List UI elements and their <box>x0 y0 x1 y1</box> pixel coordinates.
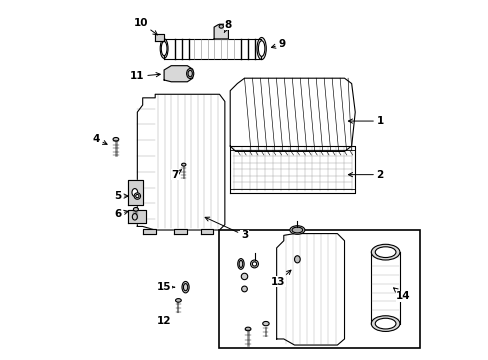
Ellipse shape <box>291 227 302 233</box>
Text: 2: 2 <box>347 170 383 180</box>
Polygon shape <box>230 78 354 152</box>
Ellipse shape <box>182 282 189 293</box>
Polygon shape <box>128 210 146 223</box>
Ellipse shape <box>258 41 264 57</box>
Ellipse shape <box>294 256 300 263</box>
Ellipse shape <box>370 316 399 332</box>
Ellipse shape <box>237 258 244 269</box>
Text: 15: 15 <box>157 282 174 292</box>
Ellipse shape <box>219 24 223 28</box>
Ellipse shape <box>374 318 395 329</box>
Text: 14: 14 <box>393 288 410 301</box>
Polygon shape <box>230 146 354 193</box>
Text: 1: 1 <box>347 116 383 126</box>
Text: 11: 11 <box>130 71 160 81</box>
Polygon shape <box>200 229 213 234</box>
Ellipse shape <box>133 207 138 211</box>
Text: 7: 7 <box>171 170 181 180</box>
Text: 5: 5 <box>114 191 128 201</box>
Text: 3: 3 <box>205 217 247 240</box>
Ellipse shape <box>186 68 193 78</box>
Ellipse shape <box>241 273 247 280</box>
Ellipse shape <box>244 327 250 331</box>
Text: 8: 8 <box>224 19 232 33</box>
Polygon shape <box>164 39 260 59</box>
Text: 12: 12 <box>157 316 171 326</box>
Ellipse shape <box>160 39 168 58</box>
Ellipse shape <box>257 37 266 60</box>
Ellipse shape <box>262 321 268 326</box>
Ellipse shape <box>132 189 138 197</box>
Polygon shape <box>137 94 224 230</box>
Ellipse shape <box>132 213 137 220</box>
Ellipse shape <box>370 244 399 260</box>
Ellipse shape <box>181 163 185 166</box>
Text: 10: 10 <box>133 18 157 35</box>
Polygon shape <box>143 229 156 234</box>
Ellipse shape <box>175 298 181 302</box>
Polygon shape <box>128 180 142 205</box>
Bar <box>219 230 419 348</box>
Text: 4: 4 <box>92 134 107 144</box>
Polygon shape <box>214 24 228 39</box>
Ellipse shape <box>113 138 119 141</box>
Polygon shape <box>173 229 186 234</box>
Ellipse shape <box>241 286 247 292</box>
Text: 9: 9 <box>271 39 285 49</box>
Ellipse shape <box>289 226 304 234</box>
Ellipse shape <box>374 247 395 257</box>
Ellipse shape <box>134 193 140 199</box>
Ellipse shape <box>250 260 258 268</box>
Ellipse shape <box>252 262 256 266</box>
Ellipse shape <box>161 41 166 56</box>
Ellipse shape <box>136 194 139 198</box>
Polygon shape <box>164 66 192 82</box>
Text: 6: 6 <box>114 209 128 219</box>
Polygon shape <box>276 234 344 345</box>
Text: 13: 13 <box>271 270 290 287</box>
Polygon shape <box>155 34 164 41</box>
